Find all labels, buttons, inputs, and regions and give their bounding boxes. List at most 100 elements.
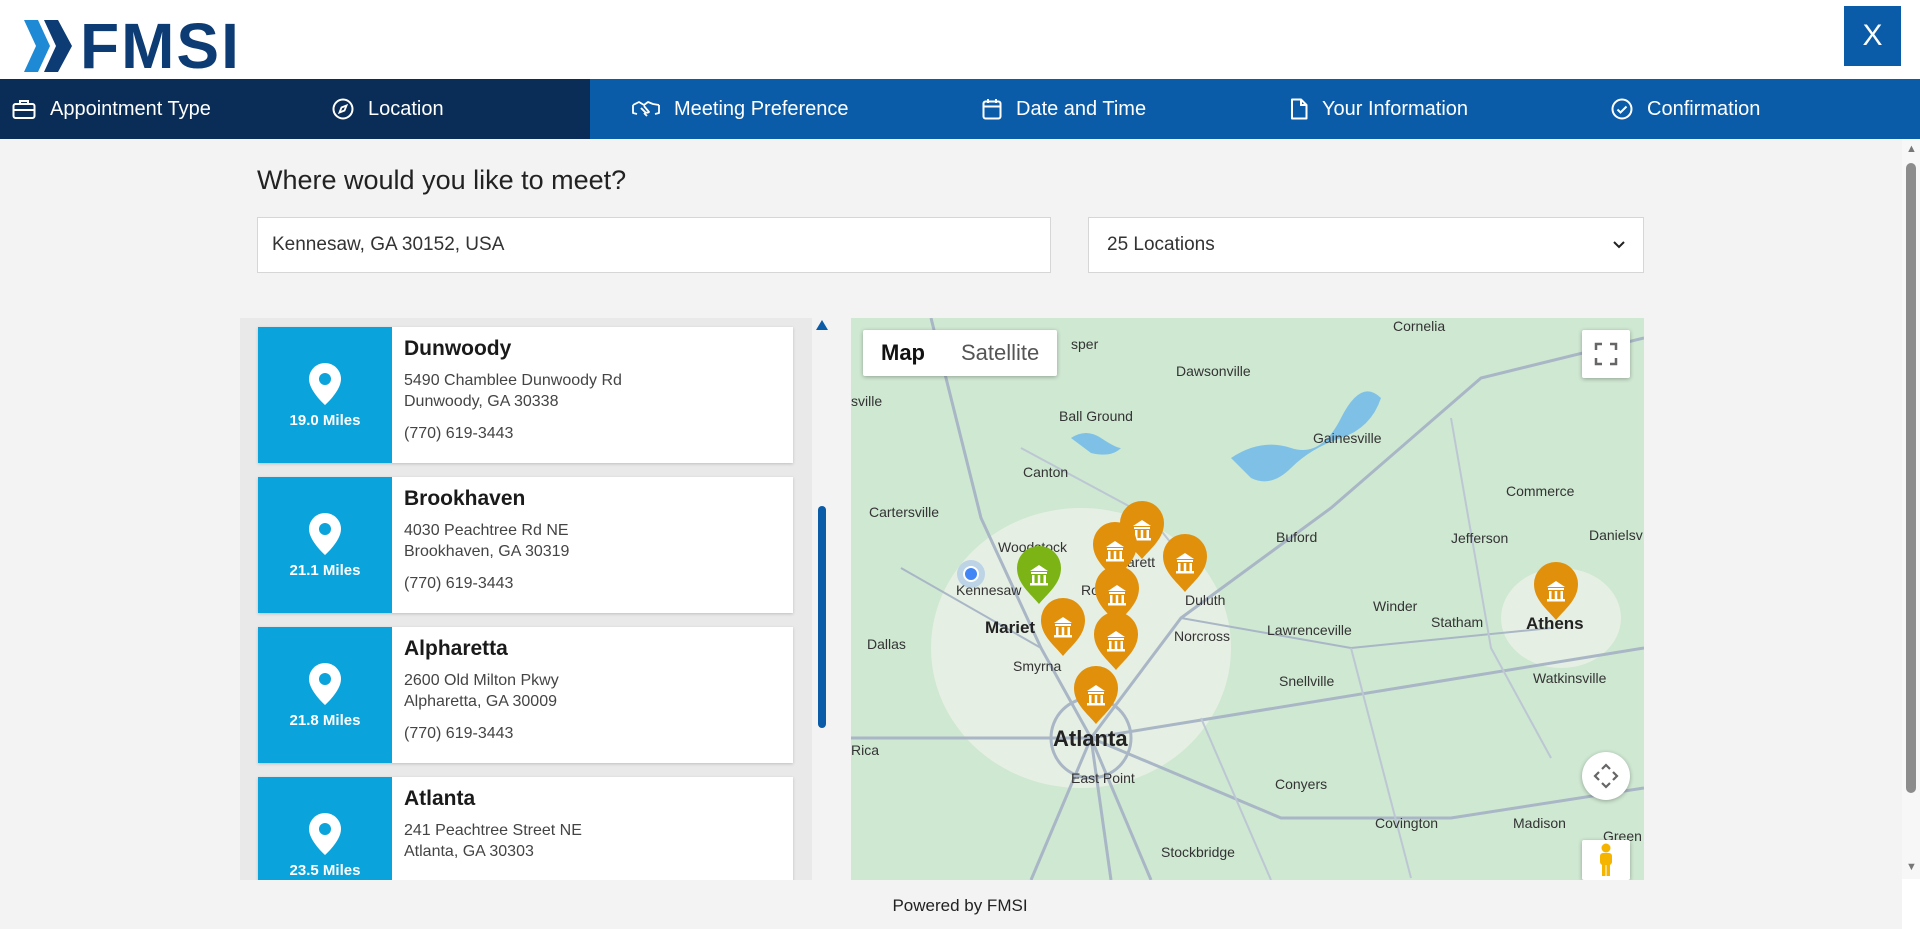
map-label-cartersville: Cartersville (869, 504, 940, 520)
location-street: 2600 Old Milton Pkwy (404, 672, 559, 689)
briefcase-icon (12, 100, 36, 119)
map-label-kennesaw: Kennesaw (956, 582, 1022, 598)
step-label: Your Information (1322, 97, 1469, 120)
map-label-rica: Rica (851, 742, 880, 758)
map-label-dawsonville: Dawsonville (1176, 363, 1251, 379)
map-label-woodstock: Woodstock (998, 539, 1067, 555)
map-label-smyrna: Smyrna (1013, 658, 1062, 674)
fullscreen-icon (1594, 342, 1618, 366)
scroll-down-arrow-icon[interactable]: ▼ (1906, 861, 1917, 873)
street-view-pegman-button[interactable] (1582, 840, 1630, 880)
map-label-covington: Covington (1375, 815, 1439, 831)
map-label-snellville: Snellville (1279, 673, 1335, 689)
distance-miles: 19.0 Miles (289, 411, 361, 429)
check-circle-icon (1611, 98, 1633, 120)
step-your-information[interactable]: Your Information (1290, 79, 1468, 139)
distance-miles: 23.5 Miles (289, 861, 361, 879)
distance-miles: 21.8 Miles (289, 711, 361, 729)
map-pin-icon (309, 512, 341, 555)
compass-icon (332, 98, 354, 120)
location-search-input[interactable] (257, 217, 1051, 273)
map-label-mariet: Mariet (985, 618, 1036, 637)
map-label-buford: Buford (1276, 529, 1318, 545)
location-city: Brookhaven, GA 30319 (404, 543, 570, 560)
distance-panel: 21.8 Miles (258, 627, 392, 763)
distance-panel: 21.1 Miles (258, 477, 392, 613)
location-info: Atlanta 241 Peachtree Street NE Atlanta,… (392, 777, 594, 880)
step-meeting-preference[interactable]: Meeting Preference (632, 79, 849, 139)
step-label: Location (368, 97, 444, 120)
location-list-scrollbar[interactable] (815, 320, 829, 730)
step-appointment-type[interactable]: Appointment Type (12, 79, 211, 139)
chevron-down-icon (1613, 241, 1625, 249)
calendar-icon (982, 99, 1002, 120)
map-view-button[interactable]: Map (881, 340, 925, 365)
page-heading: Where would you like to meet? (257, 165, 627, 195)
map-canvas[interactable] (851, 318, 1644, 880)
step-date-and-time[interactable]: Date and Time (982, 79, 1146, 139)
locations-count-select[interactable]: 25 Locations (1088, 217, 1644, 273)
location-phone[interactable]: (770) 619-3443 (404, 425, 514, 442)
locations-map[interactable]: Cornelia sper Dawsonville sville Ball Gr… (851, 318, 1644, 880)
map-label-sper: sper (1071, 336, 1099, 352)
page-scrollbar[interactable]: ▲ ▼ (1902, 139, 1920, 879)
location-city: Alpharetta, GA 30009 (404, 693, 557, 710)
location-city: Dunwoody, GA 30338 (404, 393, 559, 410)
step-location[interactable]: Location (332, 79, 444, 139)
fmsi-logo[interactable]: FMSI (24, 10, 241, 82)
step-confirmation[interactable]: Confirmation (1611, 79, 1760, 139)
fullscreen-button[interactable] (1582, 330, 1630, 378)
handshake-icon (632, 101, 660, 117)
map-type-toggle[interactable]: Map Satellite (863, 330, 1058, 376)
map-label-east-point: East Point (1071, 770, 1135, 786)
location-name: Dunwoody (404, 337, 512, 360)
map-pin-icon (309, 662, 341, 705)
map-label-stockbridge: Stockbridge (1161, 844, 1235, 860)
location-phone[interactable]: (770) 619-3443 (404, 575, 514, 592)
map-label-atlanta: Atlanta (1053, 726, 1128, 751)
list-scrollbar-thumb[interactable] (818, 506, 826, 728)
map-label-danielsv: Danielsv (1589, 527, 1643, 543)
location-list[interactable]: 19.0 Miles Dunwoody 5490 Chamblee Dunwoo… (240, 318, 812, 880)
map-label-conyers: Conyers (1275, 776, 1328, 792)
map-label-sville: sville (851, 393, 883, 409)
location-card-alpharetta[interactable]: 21.8 Miles Alpharetta 2600 Old Milton Pk… (258, 627, 793, 763)
location-info: Brookhaven 4030 Peachtree Rd NE Brookhav… (392, 477, 581, 613)
location-name: Brookhaven (404, 487, 526, 510)
map-label-dallas: Dallas (867, 636, 906, 652)
map-label-statham: Statham (1431, 614, 1484, 630)
scroll-up-arrow-icon[interactable]: ▲ (1906, 143, 1917, 155)
map-label-commerce: Commerce (1506, 483, 1575, 499)
map-pin-icon (309, 362, 341, 405)
page-scrollbar-thumb[interactable] (1906, 163, 1916, 793)
satellite-view-button[interactable]: Satellite (961, 340, 1040, 365)
app-header: FMSI X (0, 0, 1920, 79)
distance-panel: 23.5 Miles (258, 777, 392, 880)
map-label-winder: Winder (1373, 598, 1418, 614)
map-label-athens: Athens (1526, 614, 1584, 633)
location-info: Dunwoody 5490 Chamblee Dunwoody Rd Dunwo… (392, 327, 634, 463)
progress-steps: Appointment Type Location Meeting Prefer… (0, 79, 1920, 139)
map-label-gainesville: Gainesville (1313, 430, 1382, 446)
close-button[interactable]: X (1844, 6, 1901, 66)
location-card-brookhaven[interactable]: 21.1 Miles Brookhaven 4030 Peachtree Rd … (258, 477, 793, 613)
map-camera-control-button[interactable] (1582, 752, 1630, 800)
location-card-atlanta[interactable]: 23.5 Miles Atlanta 241 Peachtree Street … (258, 777, 793, 880)
map-label-canton: Canton (1023, 464, 1069, 480)
location-street: 241 Peachtree Street NE (404, 822, 582, 839)
location-card-dunwoody[interactable]: 19.0 Miles Dunwoody 5490 Chamblee Dunwoo… (258, 327, 793, 463)
distance-panel: 19.0 Miles (258, 327, 392, 463)
list-scroll-up-icon[interactable] (816, 320, 828, 330)
map-label-cornelia: Cornelia (1393, 318, 1446, 334)
map-label-madison: Madison (1513, 815, 1566, 831)
logo-chevron-icon (24, 20, 72, 72)
pan-arrows-icon (1593, 763, 1619, 789)
map-label-duluth: Duluth (1185, 592, 1226, 608)
location-info: Alpharetta 2600 Old Milton Pkwy Alpharet… (392, 627, 571, 763)
map-label-watkinsville: Watkinsville (1533, 670, 1607, 686)
pegman-icon (1600, 843, 1612, 876)
map-label-norcross: Norcross (1174, 628, 1231, 644)
location-phone[interactable]: (770) 619-3443 (404, 725, 514, 742)
brand-name: FMSI (80, 10, 241, 82)
map-pin-icon (309, 812, 341, 855)
